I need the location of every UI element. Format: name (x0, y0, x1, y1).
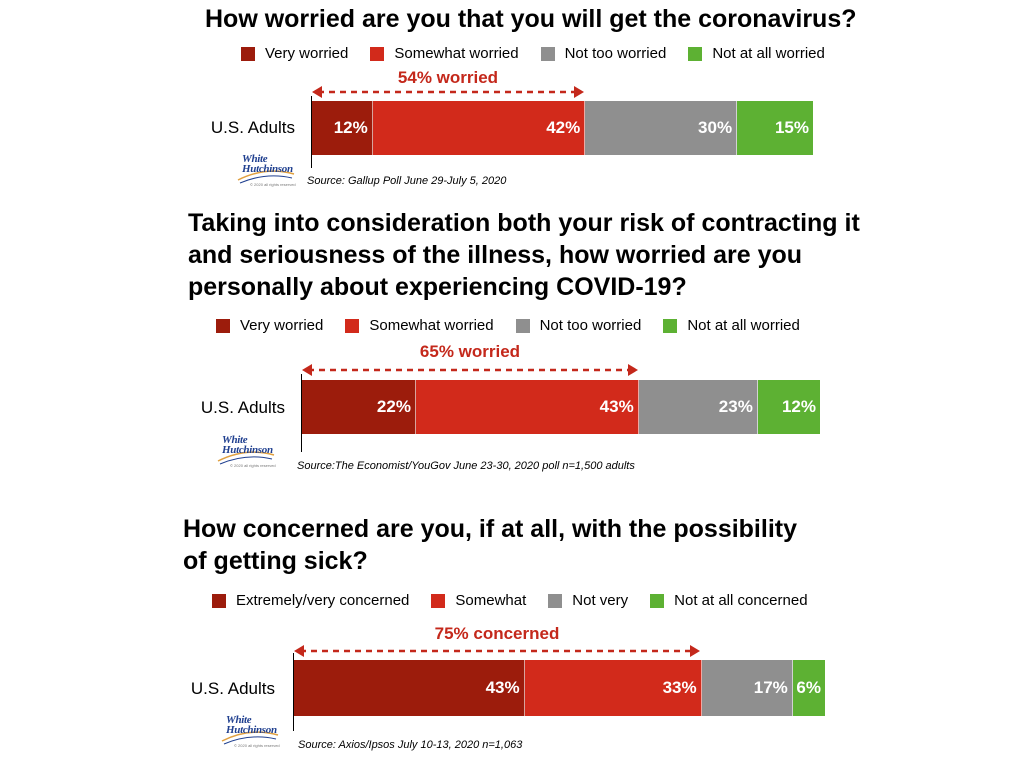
callout-arrowhead-left-icon (302, 364, 312, 376)
chart-1-row-label: U.S. Adults (210, 118, 295, 137)
chart-3-source: Source: Axios/Ipsos July 10-13, 2020 n=1… (298, 739, 523, 751)
chart-3-title-line1: How concerned are you, if at all, with t… (183, 515, 798, 543)
chart-1-source: Source: Gallup Poll June 29-July 5, 2020 (307, 175, 507, 187)
bar-1-segment-not-at-all: 15% (737, 101, 813, 155)
chart-3-bar: 43% 33% 17% 6% (294, 660, 825, 716)
chart-3-title-line2: of getting sick? (183, 547, 368, 575)
chart-1-callout: 54% worried (397, 68, 499, 87)
legend-swatch-not-too (540, 46, 555, 61)
legend-item-somewhat: Somewhat worried (370, 45, 519, 62)
legend-item-not-too: Not too worried (540, 45, 667, 62)
white-hutchinson-logo: White Hutchinson © 2020 all rights reser… (220, 713, 280, 749)
legend-item-very: Very worried (241, 45, 348, 62)
legend-item-somewhat: Somewhat worried (345, 317, 494, 334)
chart-2-callout-arrow (302, 364, 638, 376)
chart-2-callout: 65% worried (419, 342, 521, 361)
bar-1-segment-not-too: 30% (585, 101, 738, 155)
chart-3-legend: Extremely/very concerned Somewhat Not ve… (212, 592, 808, 609)
logo-copyright: © 2020 all rights reserved (230, 463, 276, 468)
chart-1-bar: 12% 42% 30% 15% (312, 101, 813, 155)
logo-text-line1: White (242, 153, 268, 165)
legend-label-somewhat: Somewhat worried (369, 317, 494, 334)
legend-swatch-very (216, 318, 230, 333)
bar-1-segment-somewhat: 42% (372, 101, 586, 155)
legend-item-not-at-all: Not at all concerned (650, 592, 808, 609)
chart-3-callout: 75% concerned (434, 624, 560, 643)
logo-swoosh-icon (221, 731, 279, 745)
legend-item-somewhat: Somewhat (431, 592, 526, 609)
legend-label-not-at-all: Not at all worried (712, 45, 825, 62)
legend-swatch-not-too (515, 318, 530, 333)
chart-2-bar: 22% 43% 23% 12% (302, 380, 820, 434)
chart-2-axis (301, 374, 302, 452)
white-hutchinson-logo: White Hutchinson © 2020 all rights reser… (236, 152, 296, 188)
legend-label-not-at-all: Not at all worried (687, 317, 800, 334)
legend-swatch-very (241, 46, 255, 61)
legend-label-not-at-all: Not at all concerned (674, 592, 808, 609)
callout-arrowhead-right-icon (628, 364, 638, 376)
logo-swoosh-icon (217, 451, 275, 465)
legend-label-very: Very worried (265, 45, 349, 62)
logo-swoosh-icon (237, 170, 295, 184)
legend-label-somewhat: Somewhat worried (394, 45, 519, 62)
legend-item-not-too: Not too worried (515, 317, 642, 334)
bar-3-segment-not-very: 17% (701, 660, 793, 716)
bar-2-segment-somewhat: 43% (415, 380, 639, 434)
bar-1-segment-very: 12% (312, 101, 373, 155)
chart-2-row-label: U.S. Adults (200, 398, 285, 417)
legend-swatch-not-at-all (663, 318, 678, 333)
legend-swatch-somewhat (431, 593, 446, 608)
bar-2-segment-not-too: 23% (638, 380, 758, 434)
legend-swatch-somewhat (370, 46, 385, 61)
legend-item-not-at-all: Not at all worried (663, 317, 800, 334)
legend-swatch-extremely (212, 593, 226, 608)
white-hutchinson-logo: White Hutchinson © 2020 all rights reser… (216, 433, 276, 469)
legend-label-very: Very worried (240, 317, 324, 334)
legend-label-extremely: Extremely/very concerned (236, 592, 410, 609)
chart-3-axis (293, 653, 294, 731)
chart-1-callout-arrow (312, 86, 584, 98)
legend-label-not-very: Not very (572, 592, 629, 609)
chart-3-row-label: U.S. Adults (190, 679, 275, 698)
legend-item-not-very: Not very (548, 592, 628, 609)
bar-3-segment-extremely: 43% (294, 660, 525, 716)
logo-copyright: © 2020 all rights reserved (234, 743, 280, 748)
callout-arrowhead-left-icon (294, 645, 304, 657)
legend-swatch-not-at-all (650, 593, 665, 608)
legend-swatch-not-at-all (688, 46, 703, 61)
bar-2-segment-very: 22% (302, 380, 416, 434)
bar-3-segment-not-at-all: 6% (792, 660, 825, 716)
callout-arrowhead-right-icon (690, 645, 700, 657)
chart-2-legend: Very worried Somewhat worried Not too wo… (216, 317, 800, 334)
legend-item-not-at-all: Not at all worried (688, 45, 825, 62)
legend-label-not-too: Not too worried (539, 317, 642, 334)
logo-text-line2: Hutchinson (226, 724, 277, 736)
chart-2-title-line3: personally about experiencing COVID-19? (188, 273, 687, 301)
logo-text-line2: Hutchinson (242, 163, 293, 175)
chart-2-title-line2: and seriousness of the illness, how worr… (188, 241, 803, 269)
logo-copyright: © 2020 all rights reserved (250, 182, 296, 187)
callout-arrowhead-right-icon (574, 86, 584, 98)
logo-text-line1: White (222, 434, 248, 446)
bar-2-segment-not-at-all: 12% (757, 380, 820, 434)
chart-3-callout-arrow (294, 645, 700, 657)
legend-item-very: Very worried (216, 317, 323, 334)
chart-2-title-line1: Taking into consideration both your risk… (188, 209, 860, 237)
legend-swatch-somewhat (345, 318, 360, 333)
logo-text-line2: Hutchinson (222, 444, 273, 456)
chart-1-title: How worried are you that you will get th… (205, 5, 857, 33)
legend-label-not-too: Not too worried (564, 45, 667, 62)
logo-text-line1: White (226, 714, 252, 726)
chart-1-legend: Very worried Somewhat worried Not too wo… (241, 45, 825, 62)
chart-1-axis (311, 96, 312, 168)
callout-arrowhead-left-icon (312, 86, 322, 98)
bar-3-segment-somewhat: 33% (524, 660, 702, 716)
legend-swatch-not-very (548, 593, 563, 608)
legend-label-somewhat: Somewhat (455, 592, 527, 609)
legend-item-extremely: Extremely/very concerned (212, 592, 409, 609)
chart-2-source: Source:The Economist/YouGov June 23-30, … (297, 460, 635, 472)
